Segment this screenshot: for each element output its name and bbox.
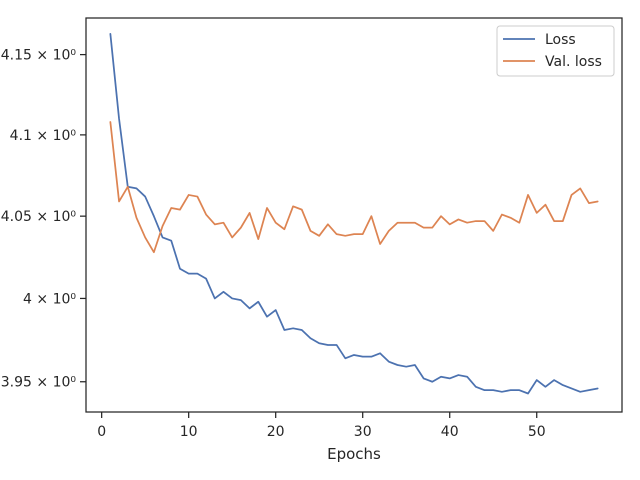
x-axis-title: Epochs [327, 445, 381, 463]
y-axis: 3.95 × 10⁰ 4 × 10⁰ 4.05 × 10⁰ 4.1 × 10⁰ 4.15… [1, 48, 86, 391]
legend-label-val-loss: Val. loss [545, 54, 602, 70]
x-tick-label: 10 [180, 424, 198, 440]
x-tick-label: 0 [97, 424, 106, 440]
x-tick-label: 30 [354, 424, 372, 440]
series-lines [109, 33, 599, 395]
series-line-val-loss [109, 121, 599, 254]
x-axis: 0 10 20 30 40 50 [97, 412, 546, 440]
y-tick-label: 4.1 × 10⁰ [10, 128, 77, 144]
axes-frame [85, 17, 623, 413]
x-tick-label: 20 [267, 424, 285, 440]
legend-label-loss: Loss [545, 32, 576, 48]
series-line-loss [109, 33, 599, 395]
x-tick-label: 50 [528, 424, 546, 440]
y-tick-label: 4.15 × 10⁰ [1, 48, 77, 64]
y-tick-label: 4.05 × 10⁰ [1, 209, 77, 225]
y-tick-label: 4 × 10⁰ [23, 291, 76, 307]
legend: Loss Val. loss [496, 25, 615, 77]
x-tick-label: 40 [441, 424, 459, 440]
y-tick-label: 3.95 × 10⁰ [1, 375, 77, 391]
